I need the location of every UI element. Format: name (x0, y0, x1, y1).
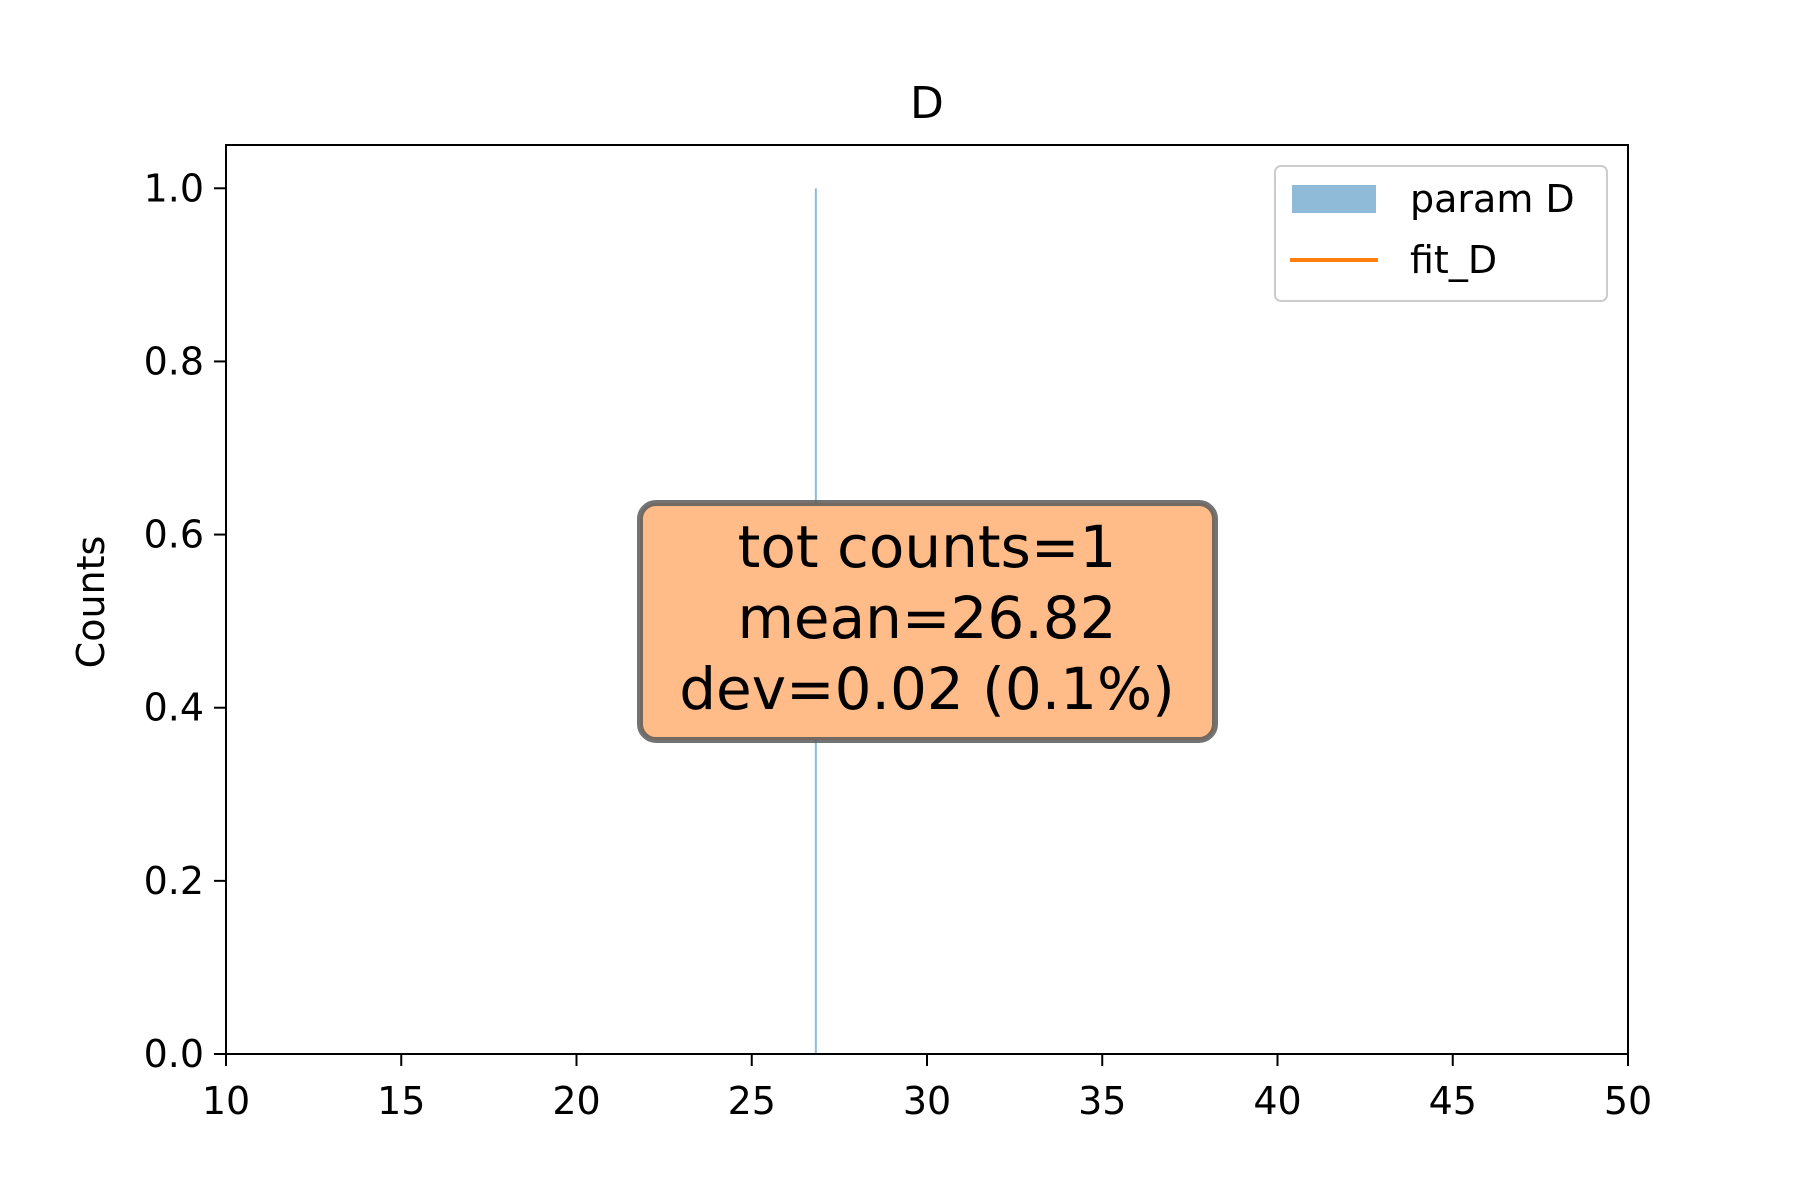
stats-annotation: tot counts=1 mean=26.82 dev=0.02 (0.1%) (637, 500, 1218, 743)
x-tick-label: 50 (1604, 1079, 1652, 1123)
x-tick-label: 35 (1078, 1079, 1126, 1123)
y-axis-ticks: 0.0 0.2 0.4 0.6 0.8 1.0 (144, 166, 226, 1076)
y-tick-label: 0.2 (144, 859, 204, 903)
x-tick-label: 10 (202, 1079, 250, 1123)
y-tick-label: 1.0 (144, 166, 204, 210)
legend: param D fit_D (1274, 165, 1608, 302)
x-axis-ticks: 10 15 20 25 30 35 40 45 50 (202, 1054, 1652, 1123)
stats-line-total: tot counts=1 (738, 513, 1117, 581)
y-tick-label: 0.4 (144, 686, 204, 730)
legend-label-fit-d: fit_D (1410, 238, 1497, 282)
y-axis-label: Counts (69, 536, 113, 669)
x-tick-label: 20 (552, 1079, 600, 1123)
x-tick-label: 40 (1253, 1079, 1301, 1123)
legend-label-param-d: param D (1410, 177, 1575, 221)
x-tick-label: 45 (1429, 1079, 1477, 1123)
stats-line-mean: mean=26.82 (737, 584, 1116, 652)
y-tick-label: 0.0 (144, 1032, 204, 1076)
stats-box (637, 500, 1218, 743)
plot-frame (225, 144, 1629, 1055)
y-tick-label: 0.8 (144, 339, 204, 383)
x-tick-label: 30 (903, 1079, 951, 1123)
x-tick-label: 25 (728, 1079, 776, 1123)
stats-line-dev: dev=0.02 (0.1%) (679, 655, 1175, 723)
chart-title: D (910, 78, 944, 129)
x-tick-label: 15 (377, 1079, 425, 1123)
legend-swatch-param-d (1292, 185, 1376, 213)
y-tick-label: 0.6 (144, 513, 204, 557)
